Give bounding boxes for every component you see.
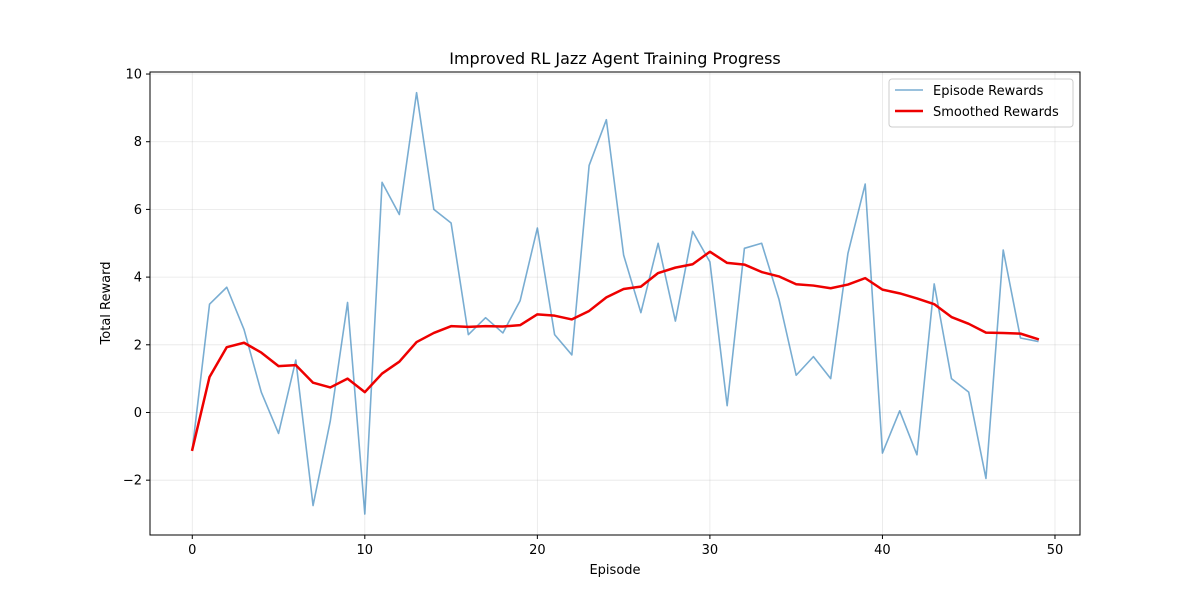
y-tick-label: 6 (134, 203, 142, 218)
x-tick-label: 20 (529, 543, 546, 558)
x-tick-label: 10 (357, 543, 374, 558)
series-line-episode-rewards (191, 91, 1039, 515)
y-tick-label: 4 (134, 271, 142, 286)
legend-label-smoothed-rewards: Smoothed Rewards (933, 105, 1059, 120)
plot-frame (149, 71, 1081, 536)
grid-lines (150, 72, 1080, 535)
y-tick-label: 10 (125, 68, 142, 83)
x-axis-ticks: 0 10 20 30 40 50 (188, 535, 1063, 558)
chart-title: Improved RL Jazz Agent Training Progress (449, 49, 781, 68)
x-tick-label: 30 (702, 543, 719, 558)
legend-label-episode-rewards: Episode Rewards (933, 84, 1044, 99)
legend-box (888, 78, 1074, 128)
series-line-smoothed-rewards (190, 250, 1040, 452)
y-tick-label: 8 (134, 135, 142, 150)
x-tick-label: 40 (874, 543, 891, 558)
y-axis-ticks: −2 0 2 4 6 8 10 (123, 68, 150, 489)
series-lines (190, 91, 1040, 515)
x-tick-label: 0 (188, 543, 196, 558)
y-tick-label: 0 (134, 406, 142, 421)
y-tick-label: 2 (134, 338, 142, 353)
x-axis-label: Episode (589, 563, 640, 578)
y-tick-label: −2 (123, 474, 142, 489)
y-axis-label: Total Reward (99, 262, 114, 346)
x-tick-label: 50 (1047, 543, 1064, 558)
legend: Episode Rewards Smoothed Rewards (888, 78, 1074, 128)
